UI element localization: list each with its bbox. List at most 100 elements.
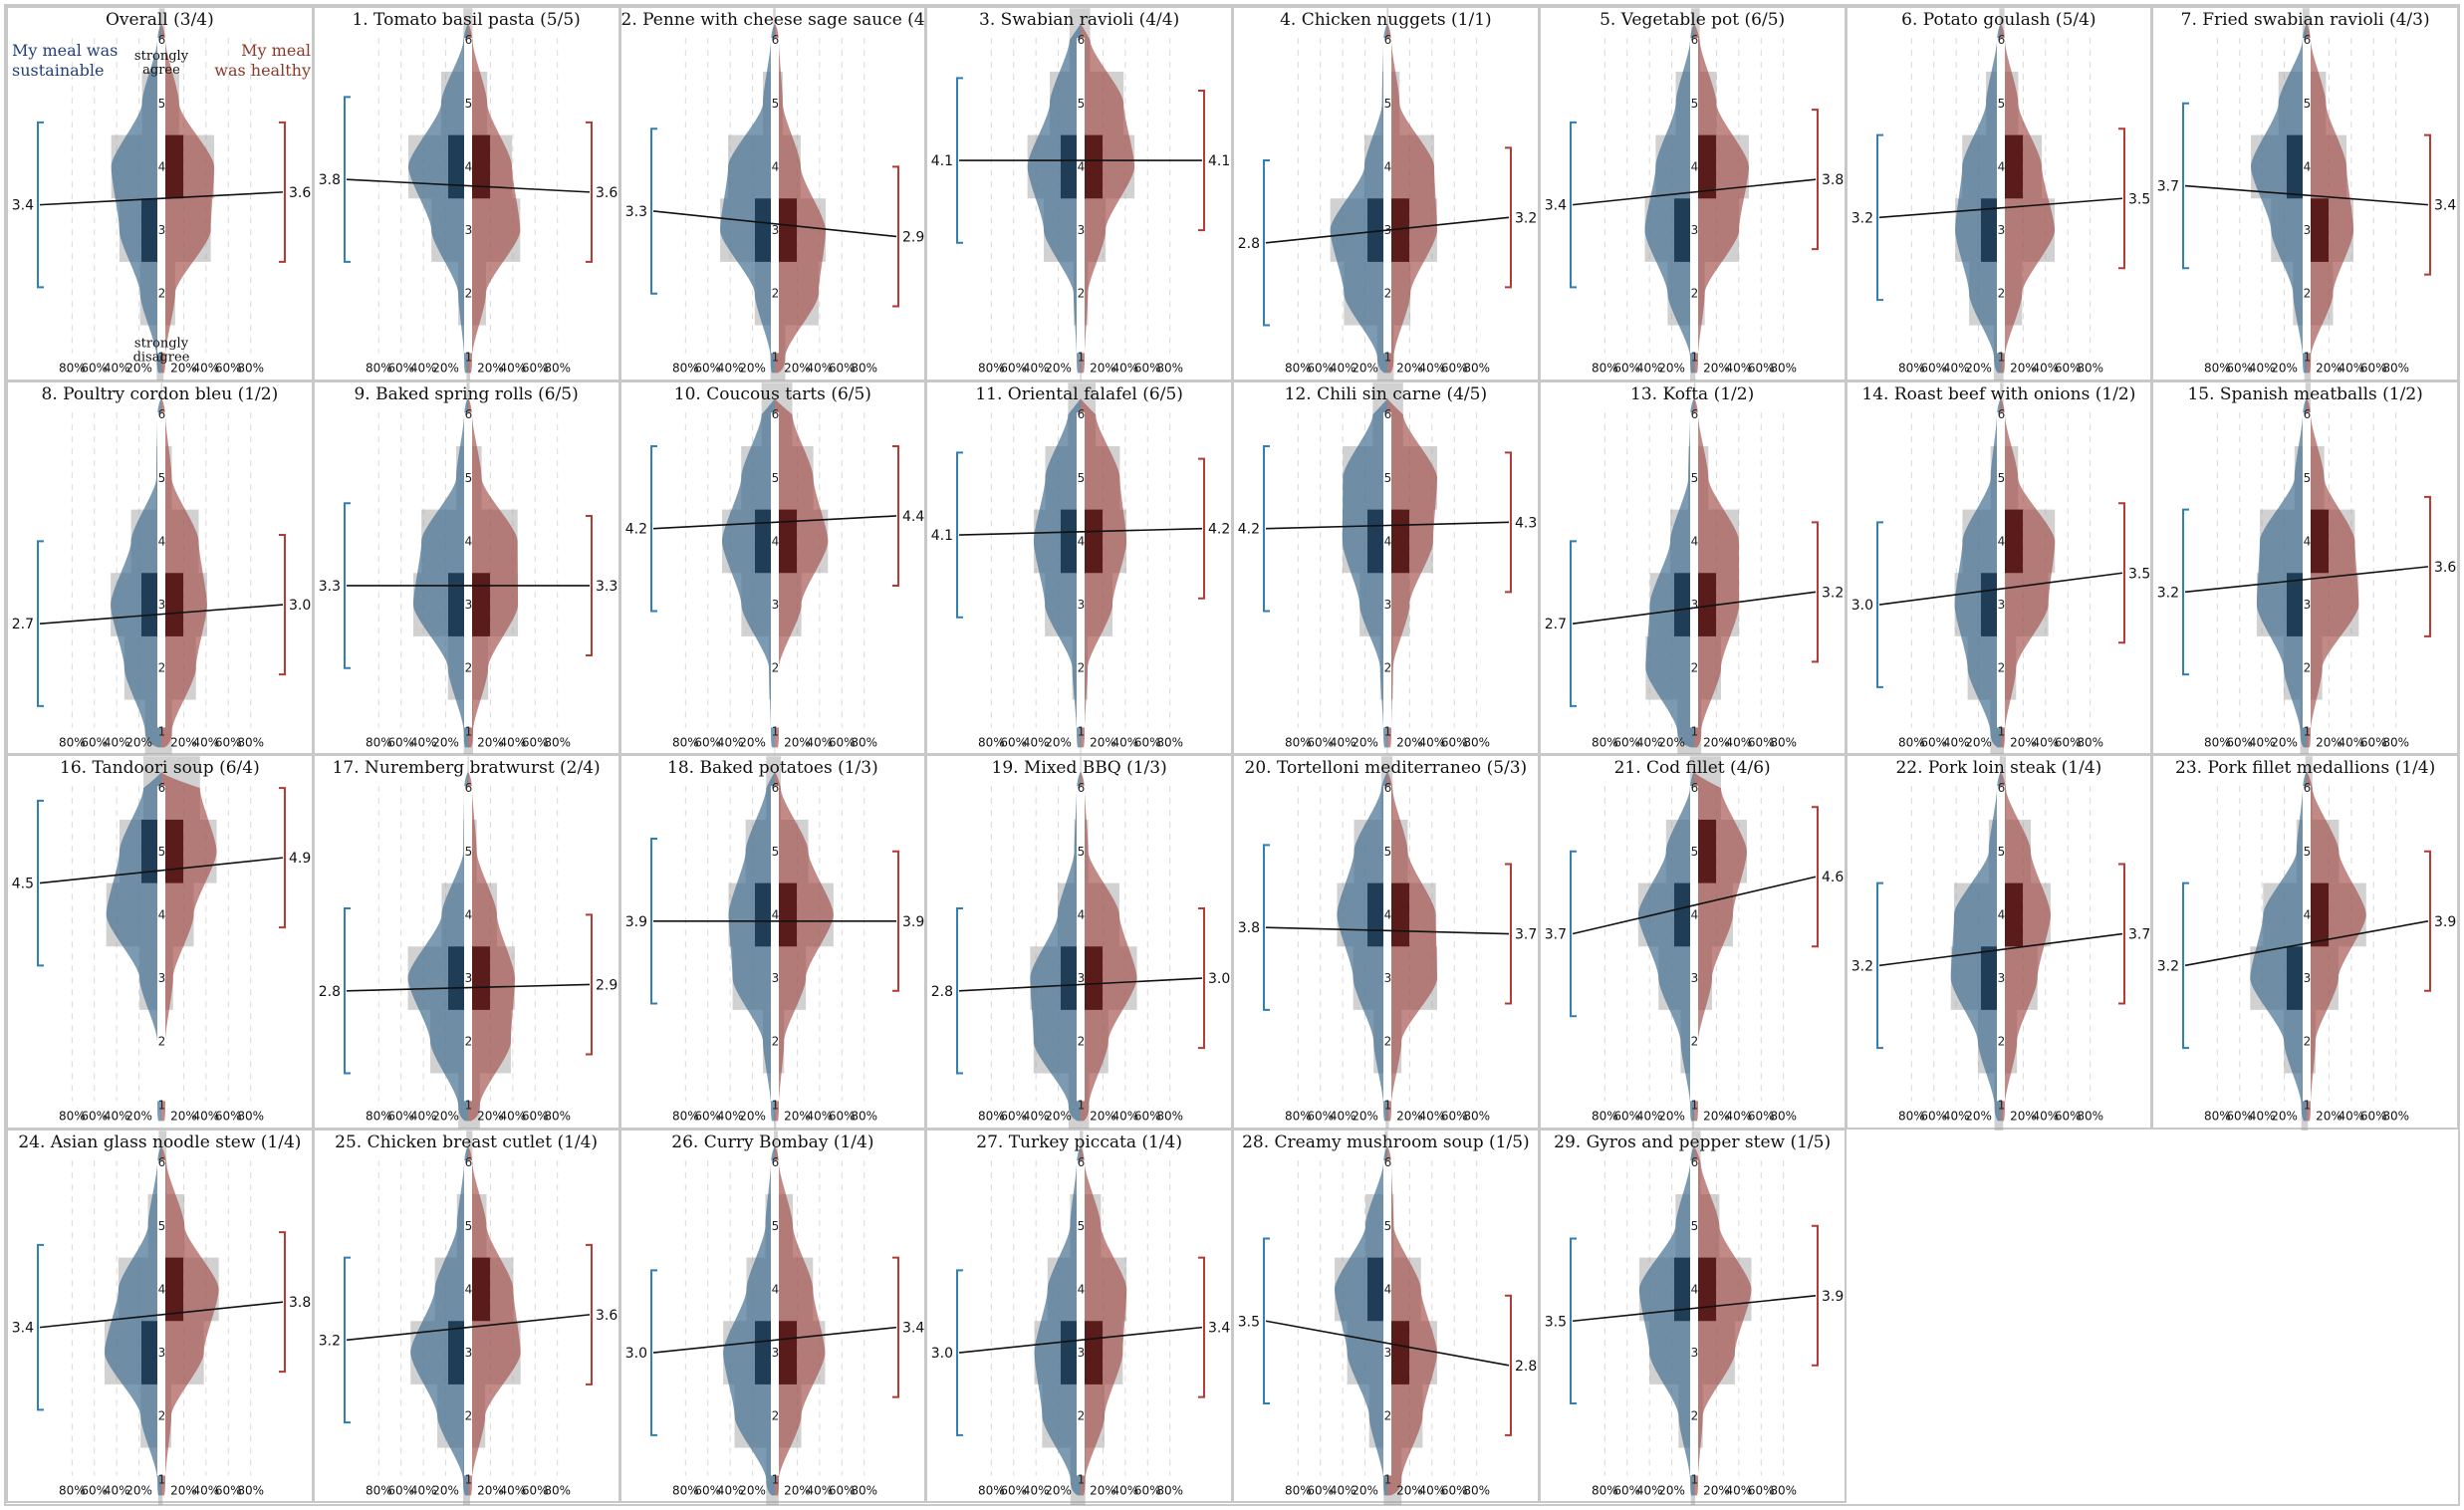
x-tick-label: 40% — [1023, 361, 1050, 375]
scale-level-label: 4 — [771, 534, 779, 548]
x-tick-label: 60% — [1920, 1109, 1947, 1123]
x-tick-label: 40% — [1725, 735, 1752, 749]
x-tick-label: 60% — [828, 1483, 855, 1497]
scale-level-label: 2 — [1384, 660, 1392, 674]
mean-line — [1266, 521, 1509, 529]
sustainable-mode-box — [1366, 509, 1383, 573]
scale-level-label: 1 — [1384, 1098, 1392, 1112]
sustainable-violin — [1030, 772, 1082, 1122]
scale-level-label: 5 — [158, 1218, 166, 1232]
panel-title: 25. Chicken breast cutlet (1/4) — [335, 1132, 599, 1152]
chart-panel: 1 2 3 4 5 6 4.5 4.9 80% 60% 40% 20% 20% 40% 60% 80% 16. … — [6, 754, 314, 1131]
scale-level-label: 5 — [1078, 1218, 1086, 1232]
x-tick-label: 40% — [1330, 1483, 1356, 1497]
x-tick-label: 40% — [1725, 1109, 1752, 1123]
x-tick-label: 80% — [1770, 735, 1797, 749]
sustainable-bracket — [956, 907, 964, 1075]
healthy-bracket — [1811, 1224, 1819, 1367]
scale-level-label: 6 — [1384, 407, 1392, 421]
sustainable-bracket — [1569, 121, 1577, 289]
healthy-violin — [1387, 1145, 1437, 1495]
healthy-violin — [1387, 772, 1437, 1122]
x-tick-label: 80% — [1157, 1109, 1184, 1123]
chart-panel: 1 2 3 4 5 6 3.0 3.4 80% 60% 40% 20% 20% 40% 60% 80% 26. … — [618, 1128, 927, 1505]
scale-level-label: 6 — [1997, 33, 2005, 47]
scale-level-label: 3 — [464, 1346, 472, 1360]
scale-level-label: 4 — [2304, 534, 2312, 548]
scale-level-label: 2 — [771, 660, 779, 674]
scale-level-label: 5 — [158, 845, 166, 859]
scale-level-label: 2 — [1690, 287, 1698, 301]
x-tick-label: 60% — [1748, 1109, 1775, 1123]
mean-line — [1878, 571, 2122, 606]
sustainable-mode-box — [1061, 946, 1078, 1010]
x-tick-label: 20% — [1352, 361, 1378, 375]
sustainable-mean-label: 3.2 — [1850, 210, 1872, 226]
x-tick-label: 60% — [1307, 735, 1334, 749]
sustainable-bracket — [1263, 159, 1271, 327]
sustainable-mode-box — [2287, 572, 2304, 636]
x-tick-label: 40% — [716, 361, 743, 375]
scale-level-label: 3 — [1997, 971, 2005, 985]
x-tick-label: 20% — [170, 1483, 197, 1497]
mean-line — [39, 603, 284, 625]
mean-line — [959, 1326, 1203, 1354]
x-tick-label: 20% — [2271, 361, 2298, 375]
healthy-mean-label: 4.4 — [901, 508, 923, 524]
sustainable-bracket — [37, 121, 45, 289]
mean-line — [346, 178, 590, 193]
healthy-mode-box — [2311, 198, 2330, 262]
healthy-bracket — [1811, 520, 1819, 662]
scale-level-label: 1 — [464, 350, 472, 364]
x-tick-label: 60% — [1441, 1483, 1468, 1497]
healthy-mode-box — [2311, 509, 2330, 573]
mean-line — [2185, 565, 2429, 593]
healthy-violin — [1693, 1145, 1752, 1495]
sustainable-mean-label: 3.0 — [931, 1346, 953, 1362]
x-tick-label: 20% — [1965, 1109, 1992, 1123]
scale-level-label: 2 — [464, 1035, 472, 1049]
x-tick-label: 80% — [1285, 1483, 1312, 1497]
scale-level-label: 4 — [158, 907, 166, 921]
scale-level-label: 6 — [158, 33, 166, 47]
healthy-violin — [1693, 24, 1749, 374]
x-tick-label: 60% — [1613, 1109, 1640, 1123]
x-tick-label: 80% — [2204, 361, 2231, 375]
healthy-mode-box — [1391, 1320, 1410, 1384]
healthy-bracket — [1198, 907, 1206, 1050]
panel-title: 26. Curry Bombay (1/4) — [671, 1132, 874, 1152]
x-tick-label: 20% — [1045, 361, 1072, 375]
sustainable-mode-box — [1673, 1257, 1690, 1321]
x-tick-label: 80% — [237, 735, 264, 749]
scale-level-label: 1 — [464, 724, 472, 738]
scale-level-label: 5 — [464, 845, 472, 859]
x-tick-label: 20% — [739, 1109, 766, 1123]
sustainable-mean-label: 4.2 — [1238, 521, 1260, 537]
sustainable-bracket — [2182, 102, 2190, 270]
scale-level-label: 5 — [771, 845, 779, 859]
sustainable-mode-box — [1366, 1257, 1383, 1321]
healthy-violin — [1387, 24, 1437, 374]
mean-line — [1266, 926, 1509, 935]
x-tick-label: 60% — [1748, 735, 1775, 749]
healthy-mean-label: 3.9 — [1822, 1288, 1844, 1304]
sustainable-mode-box — [1980, 946, 1997, 1010]
panel-title: 29. Gyros and pepper stew (1/5) — [1554, 1132, 1832, 1152]
center-axis — [1996, 411, 2005, 727]
sustainable-mode-box — [140, 198, 157, 262]
x-tick-label: 60% — [1613, 361, 1640, 375]
chart-panel: 1 2 3 4 5 6 4.2 4.3 80% 60% 40% 20% 20% 40% 60% 80% 12. … — [1232, 379, 1540, 757]
scale-level-label: 2 — [1690, 1035, 1698, 1049]
healthy-mean-label: 3.4 — [2434, 198, 2456, 214]
x-tick-label: 40% — [716, 735, 743, 749]
healthy-mode-box — [778, 509, 797, 573]
healthy-mean-label: 2.9 — [596, 977, 617, 993]
sustainable-violin — [1645, 397, 1694, 747]
sustainable-violin — [1335, 1145, 1387, 1495]
x-tick-label: 20% — [477, 361, 504, 375]
x-tick-label: 40% — [1112, 1483, 1139, 1497]
scale-level-label: 5 — [1384, 1218, 1392, 1232]
x-tick-label: 80% — [2383, 361, 2410, 375]
